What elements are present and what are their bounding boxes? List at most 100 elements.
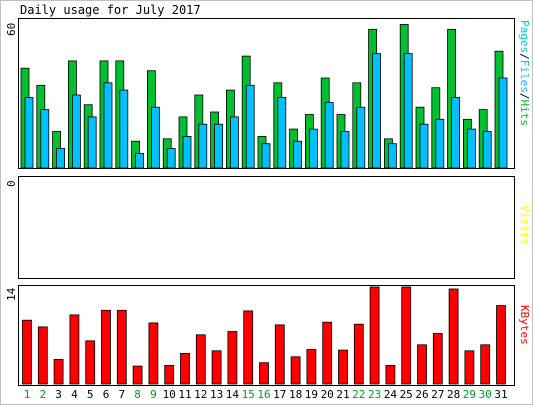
files-bar-day-10: [166, 148, 176, 169]
kbytes-bar-day-11: [180, 352, 190, 385]
kbytes-axis-label: KBytes: [518, 305, 531, 345]
day-label-12: 12: [194, 388, 207, 401]
kbytes-bar-day-14: [227, 331, 238, 385]
day-label-14: 14: [226, 388, 240, 401]
day-label-25: 25: [400, 388, 413, 401]
day-labels: 1 2 3 4 5 6 7 8 9 10 11 12 13 14 15 16 17 18 19 20 21 22 23 24 2…: [24, 388, 508, 401]
day-label-30: 30: [479, 388, 492, 401]
files-bar-day-16: [261, 143, 271, 169]
kbytes-bar-day-28: [448, 288, 459, 385]
chart-title: Daily usage for July 2017: [20, 3, 201, 17]
day-label-23: 23: [368, 388, 381, 401]
kbytes-bar-day-1: [22, 319, 32, 385]
kbytes-bar-day-26: [417, 344, 427, 385]
files-bar-day-25: [403, 53, 413, 169]
kbytes-bar-day-23: [369, 286, 380, 385]
files-bar-day-6: [103, 82, 113, 169]
kbytes-bar-day-13: [211, 350, 222, 385]
day-label-16: 16: [257, 388, 270, 401]
axis-label-part-0: Pages: [518, 20, 531, 53]
axis-label-part-1: /: [518, 53, 531, 60]
day-label-28: 28: [447, 388, 460, 401]
visits-panel-ymax-label: 0: [5, 180, 18, 187]
day-label-9: 9: [150, 388, 157, 401]
axis-label-part-4: Hits: [518, 100, 531, 127]
day-label-20: 20: [321, 388, 334, 401]
day-label-27: 27: [431, 388, 444, 401]
kbytes-bar-day-4: [69, 314, 80, 385]
day-label-5: 5: [87, 388, 94, 401]
files-bar-day-5: [87, 116, 97, 169]
kbytes-bar-day-21: [338, 349, 348, 385]
hits-files-pages-axis-label: Pages/Files/Hits: [518, 20, 531, 126]
day-label-24: 24: [384, 388, 398, 401]
files-bar-day-7: [119, 89, 129, 169]
files-bar-day-8: [135, 152, 145, 169]
kbytes-bar-day-17: [274, 324, 285, 385]
kbytes-bar-day-6: [101, 309, 111, 385]
files-bar-day-13: [214, 123, 224, 169]
axis-label-part-2: Files: [518, 60, 531, 93]
kbytes-bar-day-10: [164, 364, 175, 385]
files-bar-day-15: [245, 84, 255, 169]
files-bar-day-14: [229, 116, 239, 169]
files-bar-day-21: [340, 131, 350, 169]
day-label-1: 1: [24, 388, 31, 401]
files-bar-day-11: [182, 135, 192, 169]
kbytes-bar-day-12: [195, 334, 206, 385]
kbytes-bar-day-24: [385, 364, 396, 385]
kbytes-bar-day-18: [290, 356, 301, 385]
files-bar-day-2: [40, 109, 50, 169]
kbytes-bar-day-5: [85, 340, 96, 385]
kbytes-bar-day-25: [401, 286, 412, 385]
files-bar-day-4: [72, 94, 81, 169]
kbytes-panel-ymax-label: 14: [5, 287, 18, 301]
files-bar-day-28: [451, 97, 461, 169]
kbytes-bar-day-22: [353, 323, 364, 385]
kbytes-bars: [22, 286, 506, 385]
kbytes-bar-day-15: [243, 310, 254, 385]
files-bar-day-1: [24, 97, 34, 169]
day-label-31: 31: [494, 388, 507, 401]
files-bar-day-27: [435, 118, 445, 169]
files-bar-day-18: [293, 140, 303, 169]
day-label-2: 2: [39, 388, 46, 401]
day-label-3: 3: [55, 388, 62, 401]
files-bar-day-30: [482, 131, 492, 169]
files-bar-day-17: [277, 97, 287, 169]
day-label-8: 8: [134, 388, 141, 401]
day-label-22: 22: [352, 388, 365, 401]
day-label-19: 19: [305, 388, 318, 401]
day-label-13: 13: [210, 388, 223, 401]
files-bar-day-19: [308, 128, 318, 169]
visits-axis-label: Visits: [518, 205, 531, 245]
day-label-11: 11: [178, 388, 191, 401]
day-label-26: 26: [415, 388, 428, 401]
files-bar-day-31: [498, 77, 508, 169]
kbytes-bar-day-2: [37, 326, 48, 385]
kbytes-bar-day-9: [148, 322, 159, 385]
visits-panel: [18, 176, 515, 279]
day-label-29: 29: [463, 388, 476, 401]
day-label-21: 21: [336, 388, 349, 401]
kbytes-bar-day-3: [53, 358, 64, 385]
day-label-4: 4: [71, 388, 78, 401]
kbytes-bar-day-16: [259, 362, 269, 385]
day-label-10: 10: [163, 388, 176, 401]
kbytes-bar-day-7: [116, 309, 127, 385]
files-bar-day-23: [372, 53, 382, 169]
files-bar-day-3: [56, 148, 65, 169]
kbytes-bar-day-30: [480, 344, 491, 385]
files-bar-day-26: [419, 123, 429, 169]
files-bar-day-22: [356, 106, 366, 169]
files-bar-day-29: [466, 128, 476, 169]
kbytes-bar-day-31: [496, 305, 506, 385]
kbytes-bar-day-27: [432, 333, 443, 385]
files-bar-day-24: [387, 143, 397, 169]
axis-label-part-3: /: [518, 93, 531, 100]
kbytes-bar-day-8: [132, 365, 143, 385]
day-label-17: 17: [273, 388, 286, 401]
day-label-18: 18: [289, 388, 302, 401]
